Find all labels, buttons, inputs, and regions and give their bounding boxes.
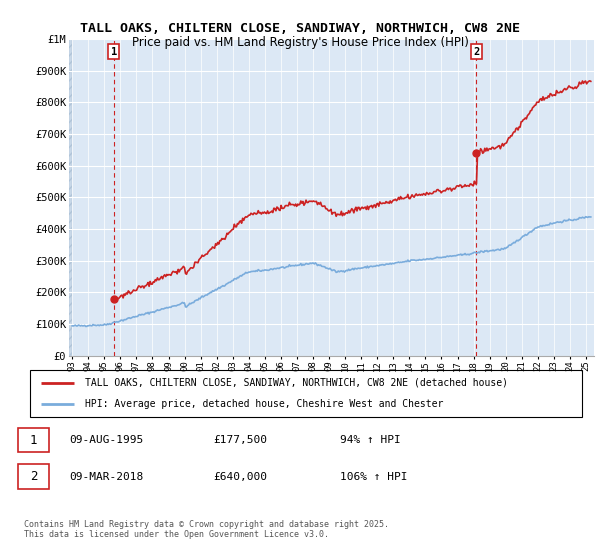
- Text: TALL OAKS, CHILTERN CLOSE, SANDIWAY, NORTHWICH, CW8 2NE: TALL OAKS, CHILTERN CLOSE, SANDIWAY, NOR…: [80, 22, 520, 35]
- Bar: [69, 39, 72, 356]
- Text: 94% ↑ HPI: 94% ↑ HPI: [340, 435, 401, 445]
- Text: TALL OAKS, CHILTERN CLOSE, SANDIWAY, NORTHWICH, CW8 2NE (detached house): TALL OAKS, CHILTERN CLOSE, SANDIWAY, NOR…: [85, 378, 508, 388]
- Bar: [18, 428, 49, 452]
- Text: 2: 2: [30, 470, 37, 483]
- Text: Contains HM Land Registry data © Crown copyright and database right 2025.
This d: Contains HM Land Registry data © Crown c…: [24, 520, 389, 539]
- Text: 09-MAR-2018: 09-MAR-2018: [70, 472, 144, 482]
- Text: HPI: Average price, detached house, Cheshire West and Chester: HPI: Average price, detached house, Ches…: [85, 399, 443, 409]
- Text: 2: 2: [473, 47, 479, 57]
- Text: £177,500: £177,500: [214, 435, 268, 445]
- Text: Price paid vs. HM Land Registry's House Price Index (HPI): Price paid vs. HM Land Registry's House …: [131, 36, 469, 49]
- Bar: [18, 464, 49, 489]
- Text: £640,000: £640,000: [214, 472, 268, 482]
- Text: 09-AUG-1995: 09-AUG-1995: [70, 435, 144, 445]
- Text: 106% ↑ HPI: 106% ↑ HPI: [340, 472, 408, 482]
- Text: 1: 1: [30, 433, 37, 447]
- Text: 1: 1: [110, 47, 117, 57]
